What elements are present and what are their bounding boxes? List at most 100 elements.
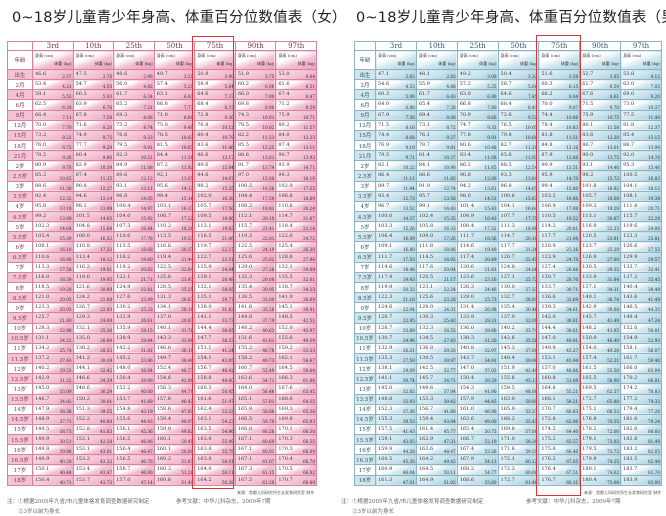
height-unit-label: 身高 (cm)	[582, 53, 601, 58]
value-cell: 125.6 25.62	[234, 251, 277, 263]
age-label: 6月	[7, 99, 33, 111]
weight-value: 15.39	[59, 236, 72, 242]
age-label: 14岁	[7, 403, 33, 415]
girls-reference: 参考文献：中华儿科杂志，2009年7期	[176, 499, 271, 505]
weight-value: 22.81	[140, 287, 153, 293]
height-value: 121.0	[35, 294, 50, 301]
weight-value: 46.40	[607, 337, 620, 343]
weight-value: 17.58	[59, 266, 72, 272]
weight-value: 39.55	[100, 408, 113, 414]
value-cell: 160.9 46.04	[375, 464, 417, 476]
height-value: 63.0	[459, 91, 471, 98]
height-value: 54.6	[378, 81, 390, 88]
weight-value: 32.82	[402, 388, 415, 394]
height-value: 163.1	[197, 415, 212, 422]
age-label: 15.5岁	[354, 434, 376, 446]
height-value: 115.7	[623, 212, 638, 219]
height-value: 128.3	[35, 324, 50, 331]
weight-value: 60.83	[566, 408, 579, 414]
table-row: 14岁 152.3 37.36 156.7 41.80 161.0 46.90 165.9 53…	[354, 403, 662, 415]
value-cell: 123.6 23.16	[456, 271, 499, 283]
value-cell: 153.1 43.01	[72, 444, 115, 456]
weight-value: 37.79	[262, 317, 275, 323]
height-value: 150.2	[75, 395, 90, 402]
value-cell: 72.6 9.33	[497, 109, 540, 121]
weight-value: 20.67	[607, 216, 620, 222]
height-value: 160.3	[197, 385, 212, 392]
weight-value: 46.06	[140, 439, 153, 445]
table-row: 4月 60.3 5.99 61.7 6.43 63.0 6.90 64.6 7.45 66.2 8.…	[354, 89, 662, 101]
value-cell: 146.7 34.82	[32, 393, 74, 405]
value-cell: 160.1 50.81	[153, 444, 196, 456]
weight-value: 51.07	[181, 459, 194, 465]
height-value: 163.6	[418, 446, 434, 453]
value-cell: 62.5 6.34	[32, 99, 74, 111]
weight-value: 3.32	[528, 74, 538, 80]
height-value: 104.9	[459, 212, 475, 219]
weight-value: 28.91	[525, 297, 538, 303]
weight-value: 62.57	[607, 388, 620, 394]
value-cell: 102.4 15.35	[415, 210, 458, 223]
weight-value: 25.74	[59, 347, 72, 353]
weight-value: 55.49	[221, 439, 234, 445]
percentile-header-97th: 97th	[620, 41, 662, 51]
value-cell: 147.9 36.38	[32, 403, 74, 415]
weight-value: 12.17	[221, 155, 234, 161]
value-cell: 128.0 24.31	[415, 302, 458, 314]
height-value: 64.6	[500, 91, 512, 98]
weight-value: 15.35	[443, 216, 456, 222]
height-value: 144.4	[197, 324, 212, 331]
weight-value: 33.09	[59, 388, 72, 394]
value-cell: 97.0 15.08	[234, 170, 277, 182]
height-value: 126.7	[75, 304, 90, 311]
weight-value: 63.45	[303, 388, 315, 394]
table-row: 10岁 128.3 22.98 132.1 25.36 135.9 28.15 140.1 31…	[7, 322, 317, 334]
value-cell: 157.4 52.21	[579, 352, 622, 365]
height-value: 109.3	[582, 202, 597, 209]
weight-value: 2.96	[143, 74, 153, 80]
value-cell: 170.3 66.69	[275, 444, 317, 456]
weight-value: 36.05	[221, 327, 234, 333]
weight-value: 60.68	[525, 469, 538, 475]
girls-percentile-table: 3rd 10th 25th 50th 75th 90th 97th 年龄 身高 (cm) 体重 (…	[7, 41, 317, 486]
weight-value: 37.71	[59, 418, 72, 424]
table-row: 18岁 150.4 40.71 153.7 43.73 157.0 47.14 160.6 51…	[7, 474, 317, 486]
height-value: 162.6	[237, 375, 253, 382]
height-value: 125.6	[156, 273, 172, 280]
height-value: 156.3	[156, 385, 172, 392]
value-cell: 57.4 5.21	[153, 79, 196, 91]
height-value: 116.0	[35, 273, 50, 280]
height-value: 142.5	[418, 365, 434, 372]
value-cell: 135.9 28.15	[113, 322, 155, 334]
value-cell: 170.5 66.82	[275, 464, 317, 476]
weight-value: 25.73	[484, 297, 497, 303]
value-cell: 73.2 8.74	[113, 119, 155, 131]
age-label: 9.5岁	[354, 312, 376, 324]
value-cell: 160.1 50.45	[153, 434, 196, 446]
height-value: 82.2	[237, 131, 249, 138]
height-unit-label: 身高 (cm)	[623, 53, 642, 58]
value-cell: 157.0 47.14	[113, 474, 155, 486]
table-row: 12.5岁 141.1 30.74 145.7 34.71 150.4 39.29 155.6…	[354, 373, 662, 385]
value-cell: 66.8 7.80	[456, 99, 499, 111]
weight-value: 21.71	[140, 276, 153, 282]
value-cell: 107.3 16.84	[113, 221, 155, 233]
corner-cell	[7, 41, 33, 51]
value-cell: 114.6 19.49	[456, 241, 499, 253]
value-cell: 141.6 35.26	[234, 302, 277, 314]
value-cell: 100.5 16.36	[234, 180, 277, 192]
age-label: 16.5岁	[354, 454, 376, 466]
height-value: 87.4	[75, 172, 87, 179]
value-cell: 69.8 8.96	[234, 99, 277, 111]
table-row: 7岁 113.3 17.58 116.2 19.01 119.2 20.62 122.5 22.…	[7, 261, 317, 273]
value-cell: 60.2 6.06	[234, 79, 277, 91]
height-value: 71.5	[378, 121, 390, 128]
value-cell: 141.2 30.39	[72, 352, 115, 365]
value-cell: 183.5 82.44	[620, 454, 662, 466]
height-value: 147.0	[459, 365, 475, 372]
table-row: 2月 53.4 4.21 54.7 4.50 56.0 4.82 57.4 5.21 58.9 5.…	[7, 79, 317, 91]
height-value: 176.7	[541, 476, 556, 483]
value-cell: 119.6 24.00	[620, 221, 662, 233]
value-cell: 123.7 25.29	[579, 241, 622, 253]
height-value: 113.5	[156, 233, 172, 240]
